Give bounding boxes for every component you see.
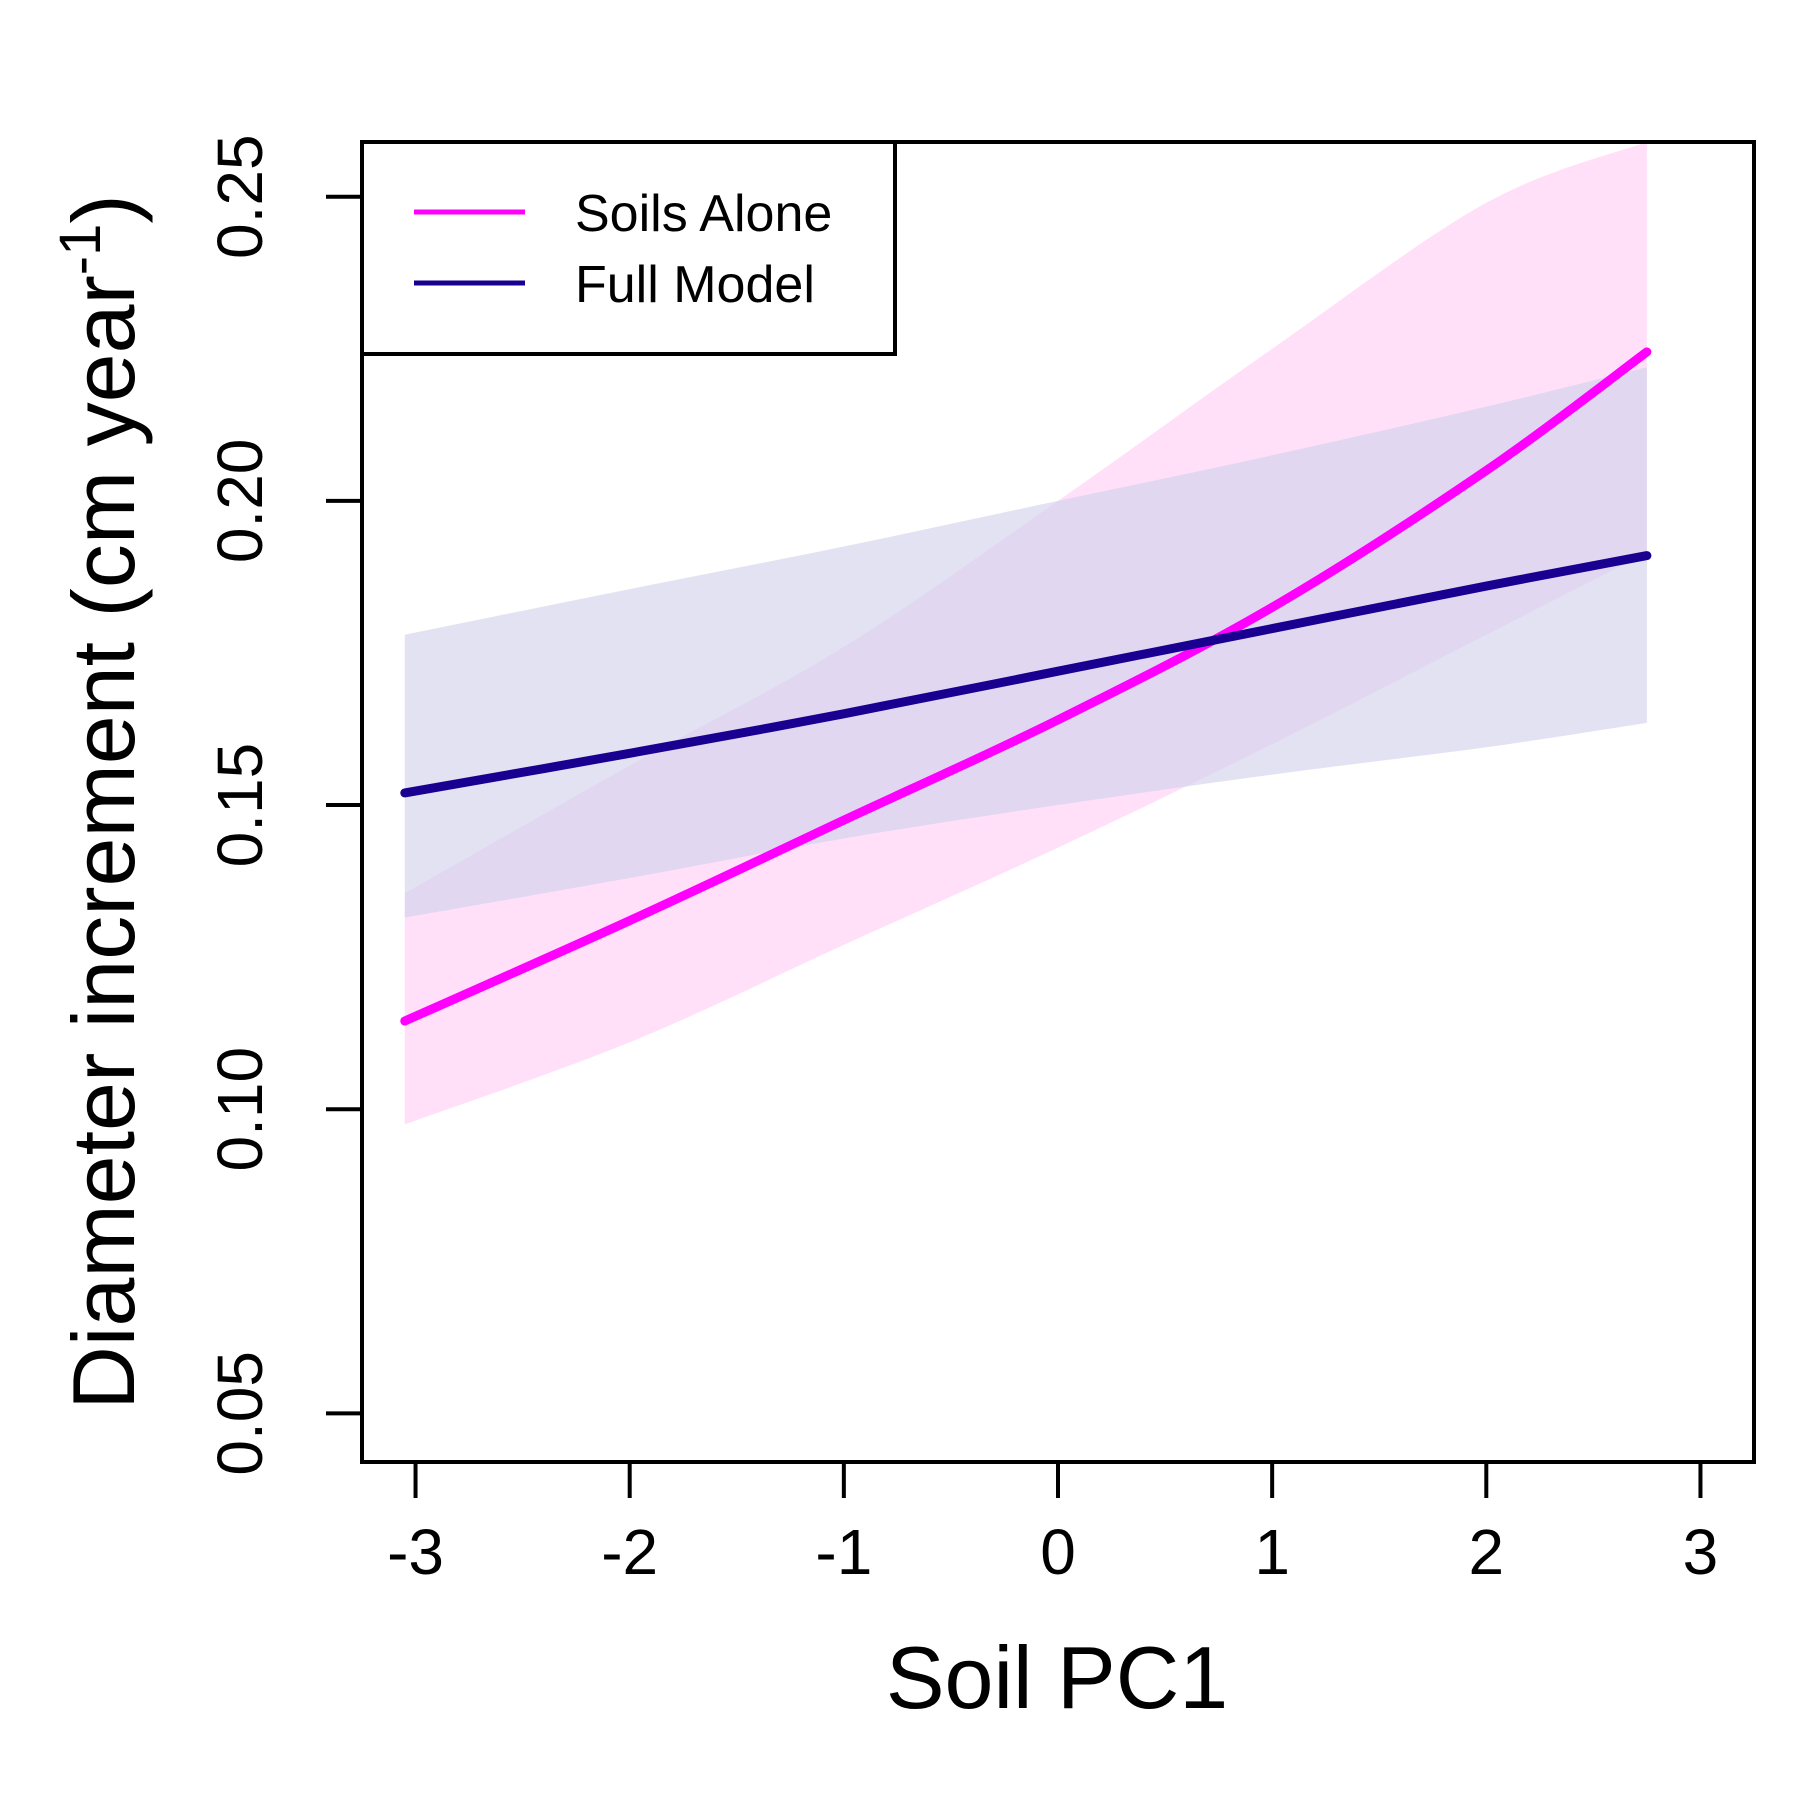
- y-tick-label: 0.10: [204, 1047, 276, 1172]
- x-axis: -3 -2 -1 0 1 2 3: [387, 1460, 1719, 1588]
- x-tick-label: -2: [601, 1516, 658, 1588]
- legend-box: [360, 140, 897, 356]
- full-model-confidence-band: [404, 367, 1647, 918]
- y-tick-label: 0.20: [204, 439, 276, 564]
- y-axis-title: Diameter increment (cm year-1): [48, 194, 153, 1409]
- legend-label-full-model: Full Model: [575, 256, 815, 314]
- legend-label-soils-alone: Soils Alone: [575, 185, 832, 243]
- soils-alone-line: [400, 347, 1652, 1026]
- y-axis-title-main: Diameter increment (cm year: [54, 275, 153, 1410]
- x-axis-title: Soil PC1: [886, 1628, 1228, 1727]
- y-tick-label: 0.25: [204, 134, 276, 259]
- y-axis-title-superscript: -1: [48, 224, 113, 276]
- y-axis: 0.05 0.10 0.15 0.20 0.25: [204, 134, 362, 1476]
- y-tick-label: 0.05: [204, 1351, 276, 1476]
- x-tick-label: 1: [1254, 1516, 1290, 1588]
- full-model-line: [400, 551, 1652, 798]
- x-tick-label: -3: [387, 1516, 444, 1588]
- legend: Soils Alone Full Model: [360, 140, 897, 356]
- x-tick-label: -1: [815, 1516, 872, 1588]
- y-axis-title-close: ): [54, 194, 153, 223]
- y-tick-label: 0.15: [204, 743, 276, 868]
- x-tick-label: 0: [1040, 1516, 1076, 1588]
- x-tick-label: 2: [1469, 1516, 1505, 1588]
- x-tick-label: 3: [1683, 1516, 1719, 1588]
